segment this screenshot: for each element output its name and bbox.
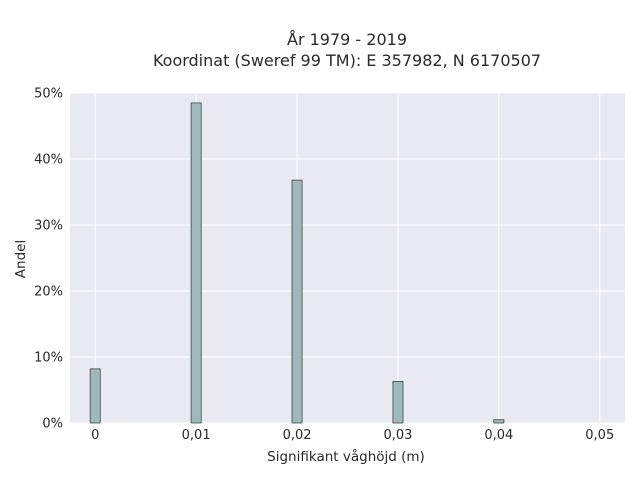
y-tick-label: 30% (34, 219, 63, 234)
y-tick-label: 0% (42, 417, 63, 432)
chart-title-line1: År 1979 - 2019 (287, 30, 407, 49)
histogram-bar (392, 381, 404, 424)
x-tick-label: 0,03 (383, 428, 412, 443)
x-tick-labels: 0 0,01 0,02 0,03 0,04 0,05 (91, 428, 614, 443)
y-axis-label: Andel (13, 240, 29, 278)
x-axis-label: Signifikant våghöjd (m) (267, 448, 425, 465)
bars-group (89, 102, 505, 424)
histogram-bar (89, 368, 101, 424)
plot-area (70, 93, 625, 423)
histogram-bar (291, 179, 303, 424)
x-tick-label: 0,04 (484, 428, 513, 443)
y-tick-labels: 0% 10% 20% 30% 40% 50% (34, 87, 63, 432)
x-tick-label: 0,05 (585, 428, 614, 443)
x-tick-label: 0,02 (283, 428, 312, 443)
x-tick-label: 0 (91, 428, 99, 443)
histogram-bar (190, 102, 202, 424)
y-tick-label: 20% (34, 285, 63, 300)
y-tick-label: 50% (34, 87, 63, 102)
y-tick-label: 10% (34, 351, 63, 366)
x-tick-label: 0,01 (182, 428, 211, 443)
histogram-bar (493, 419, 505, 424)
y-tick-label: 40% (34, 153, 63, 168)
chart-title-line2: Koordinat (Sweref 99 TM): E 357982, N 61… (153, 51, 541, 70)
grid-lines (70, 92, 625, 424)
